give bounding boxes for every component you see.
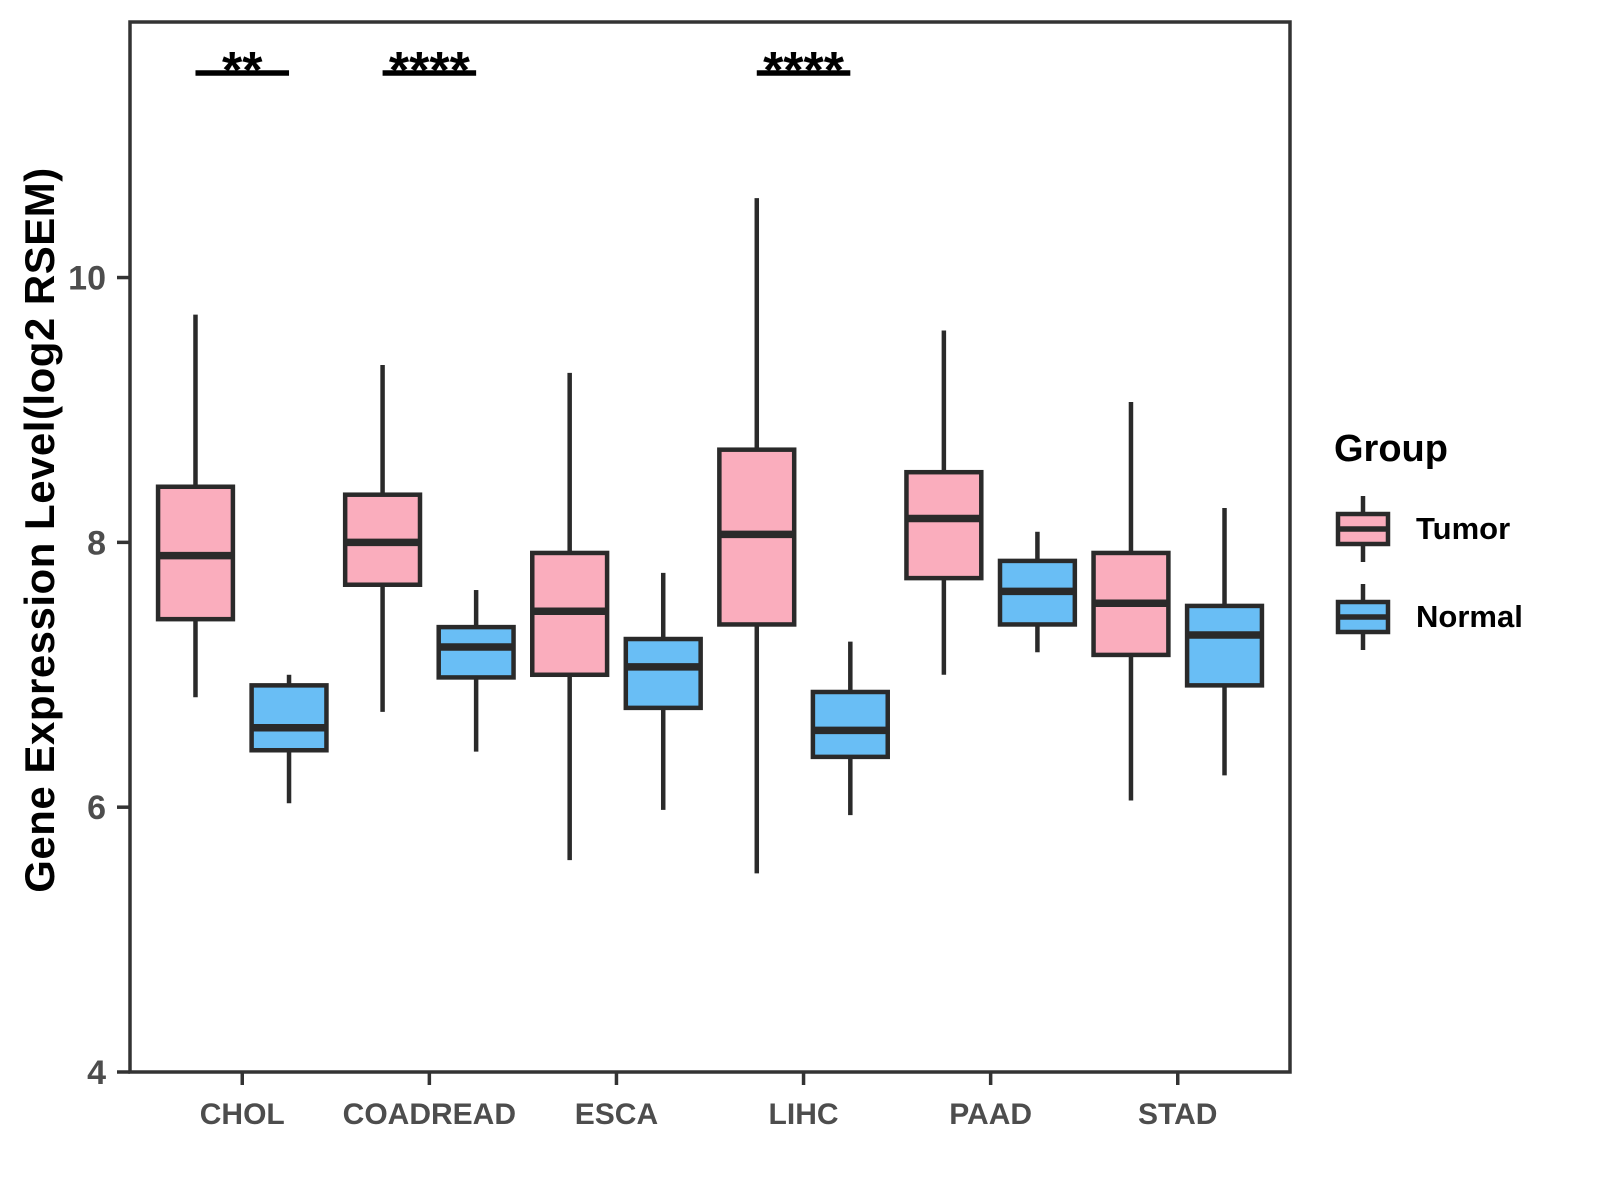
legend-item-normal[interactable]: Normal: [1330, 581, 1523, 653]
legend-title: Group: [1334, 428, 1448, 470]
significance-stars-lihc: ****: [763, 42, 845, 100]
y-tick-label: 4: [87, 1054, 106, 1092]
tumor-boxplot-key-icon: [1335, 496, 1391, 562]
y-axis-title: Gene Expression Level(log2 RSEM): [16, 167, 63, 893]
legend-item-label: Normal: [1416, 599, 1523, 634]
y-tick-label: 10: [68, 260, 106, 298]
box-normal-chol: [249, 683, 329, 753]
box-normal-coadread: [436, 624, 516, 680]
x-tick-label-coadread: COADREAD: [343, 1098, 516, 1131]
box-normal-lihc: [810, 689, 890, 760]
significance-stars-chol: **: [222, 42, 263, 100]
x-tick-label-paad: PAAD: [949, 1098, 1032, 1131]
significance-stars-coadread: ****: [389, 42, 471, 100]
normal-boxplot-key-icon: [1335, 584, 1391, 650]
x-tick-label-esca: ESCA: [575, 1098, 658, 1131]
y-tick-label: 8: [87, 524, 106, 562]
panel-border: [128, 20, 1292, 1074]
y-tick-label: 6: [87, 789, 106, 827]
box-normal-esca: [623, 636, 703, 711]
legend-item-tumor[interactable]: Tumor: [1330, 493, 1523, 565]
legend: Group Tumor Normal: [1330, 428, 1523, 669]
box-tumor-paad: [904, 469, 984, 581]
legend-item-label: Tumor: [1416, 511, 1511, 546]
x-tick-label-chol: CHOL: [200, 1098, 285, 1131]
x-tick-label-stad: STAD: [1138, 1098, 1217, 1131]
box-normal-stad: [1184, 603, 1265, 688]
x-tick-label-lihc: LIHC: [769, 1098, 839, 1131]
